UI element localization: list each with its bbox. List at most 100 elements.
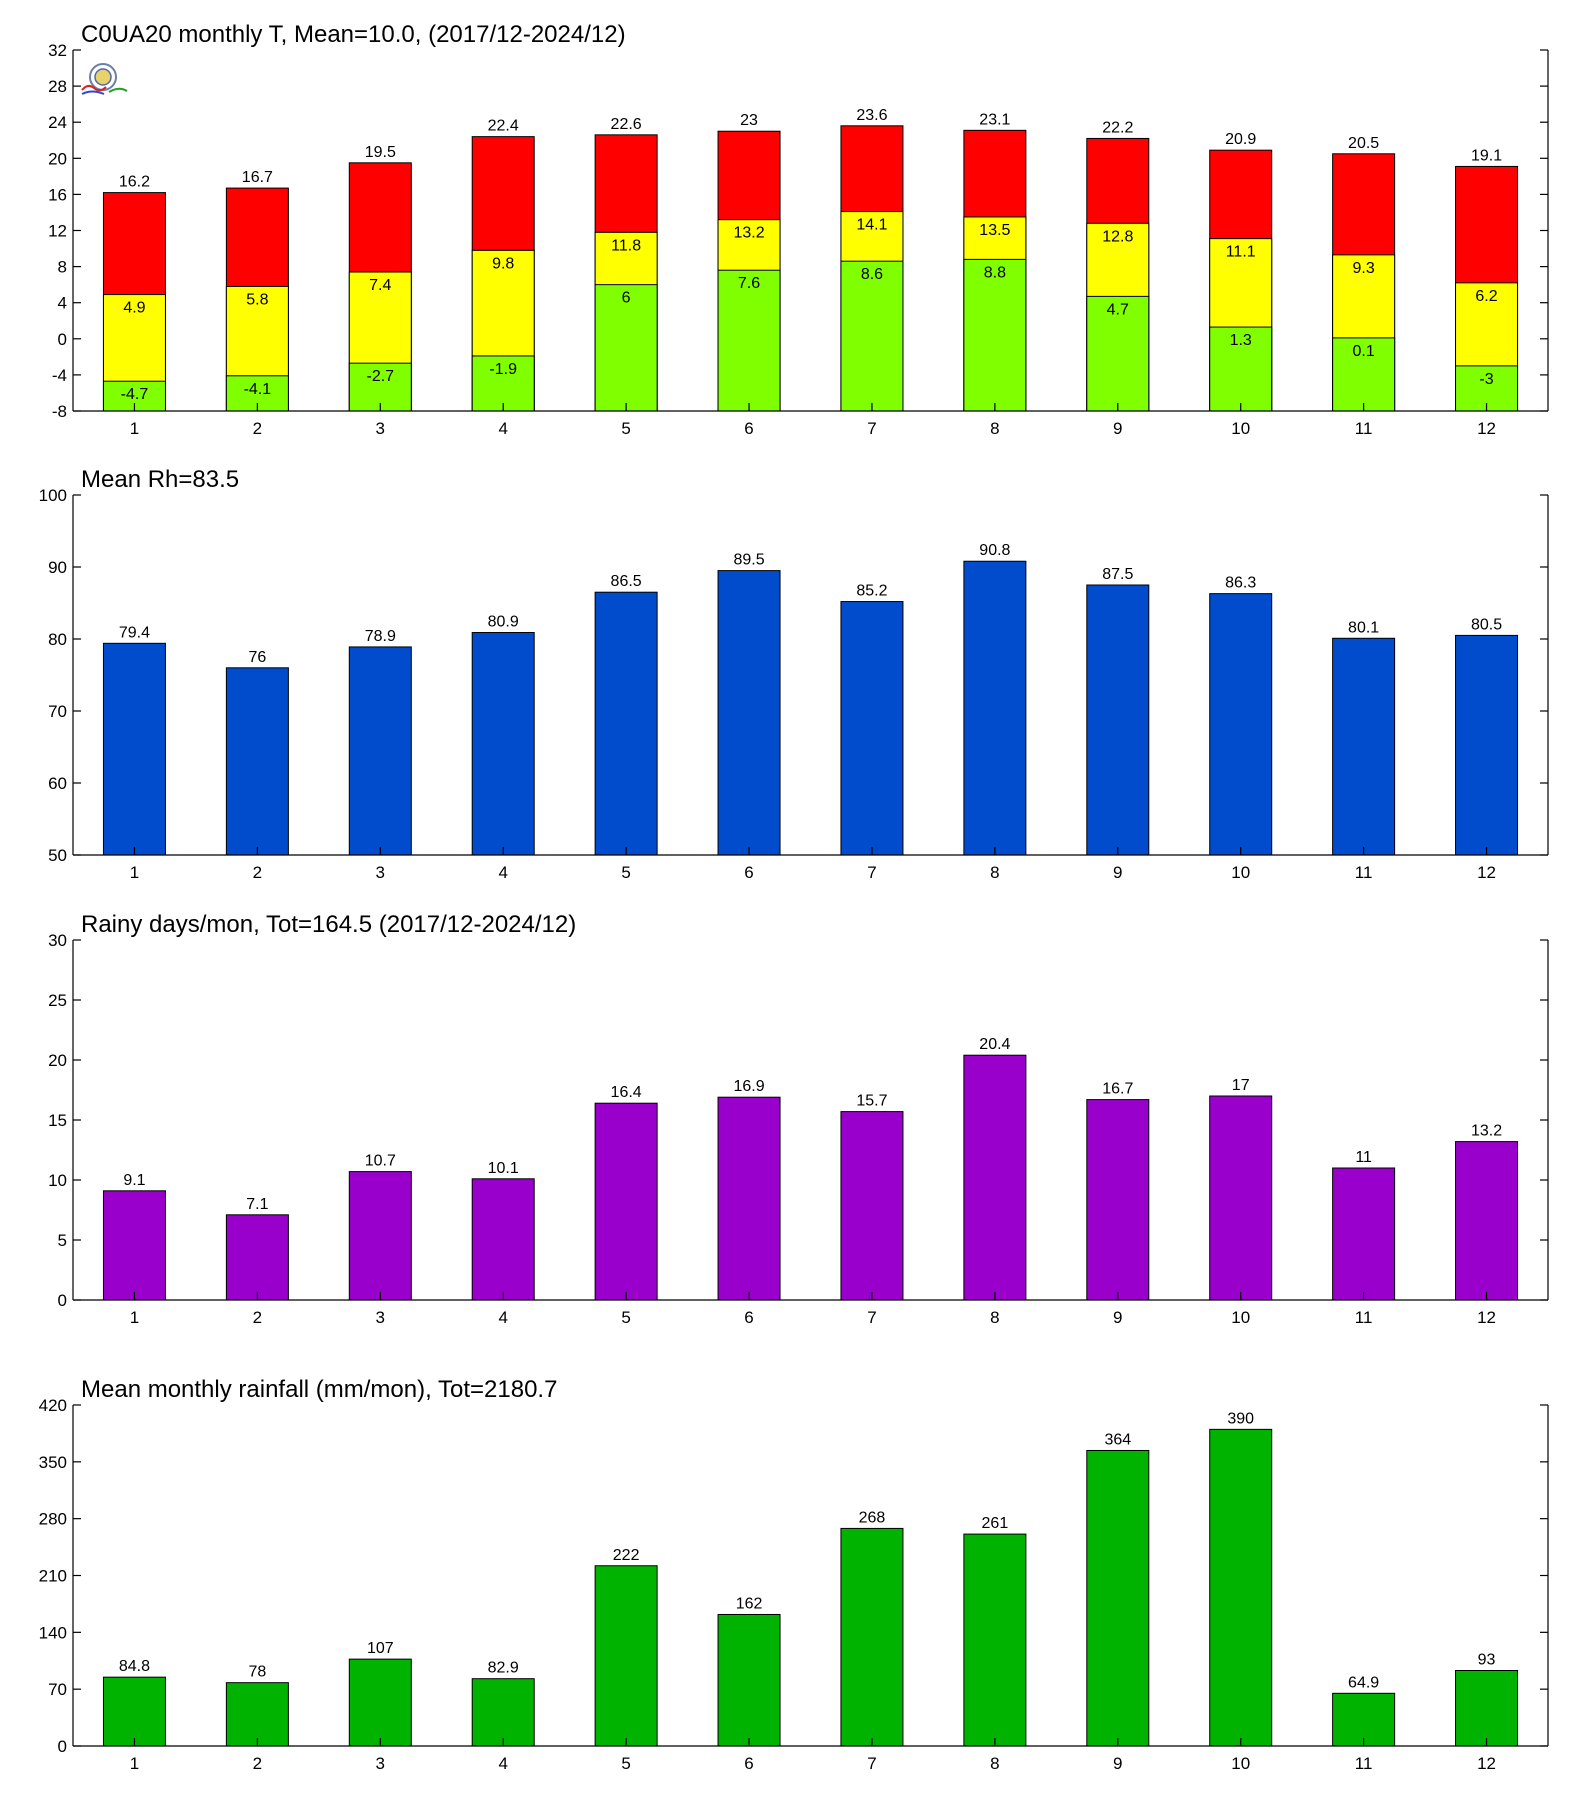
bar-p2-s1-m12 xyxy=(1455,634,1519,856)
data-label-p3-s1-m9: 16.7 xyxy=(1102,1081,1133,1098)
data-label-p1-s1-m9: 22.2 xyxy=(1102,119,1133,136)
xtick-label-p2-5: 6 xyxy=(744,863,753,882)
xtick-label-p2-0: 1 xyxy=(130,863,139,882)
xtick-label-p4-0: 1 xyxy=(130,1754,139,1773)
bar-p3-s1-m8 xyxy=(963,1054,1027,1301)
bar-p3-s1-m5 xyxy=(594,1102,658,1301)
data-label-p4-s1-m11: 64.9 xyxy=(1348,1674,1379,1691)
ytick-label-p2-3: 70 xyxy=(48,702,67,721)
ytick-label-p4-2: 280 xyxy=(39,1510,67,1529)
data-label-p1-s2-m11: 9.3 xyxy=(1353,260,1375,277)
bar-p2-s1-m5 xyxy=(594,591,658,856)
bar-p2-s1-m2 xyxy=(225,667,289,856)
ytick-label-p1-4: 16 xyxy=(48,185,67,204)
data-label-p1-s1-m3: 19.5 xyxy=(365,144,396,161)
data-label-p3-s1-m10: 17 xyxy=(1232,1077,1250,1094)
data-label-p4-s1-m8: 261 xyxy=(982,1515,1009,1532)
data-label-p2-s1-m4: 80.9 xyxy=(488,614,519,631)
panel-title-4: Mean monthly rainfall (mm/mon), Tot=2180… xyxy=(81,1376,557,1403)
bar-p3-s1-m3 xyxy=(348,1171,412,1301)
bar-p2-s1-m10 xyxy=(1209,593,1273,856)
data-label-p2-s1-m11: 80.1 xyxy=(1348,619,1379,636)
bar-p3-s1-m2 xyxy=(225,1214,289,1301)
xtick-label-p2-6: 7 xyxy=(867,863,876,882)
bar-p4-s1-m2 xyxy=(225,1682,289,1747)
data-label-p1-s1-m2: 16.7 xyxy=(242,169,273,186)
data-label-p2-s1-m10: 86.3 xyxy=(1225,575,1256,592)
data-label-p2-s1-m2: 76 xyxy=(248,649,266,666)
ytick-label-p1-0: 32 xyxy=(48,41,67,60)
bar-p4-s1-m12 xyxy=(1455,1669,1519,1747)
data-label-p3-s1-m4: 10.1 xyxy=(488,1160,519,1177)
ytick-label-p4-3: 210 xyxy=(39,1567,67,1586)
bar-p4-s1-m7 xyxy=(840,1527,904,1747)
data-label-p1-s3-m5: 6 xyxy=(622,290,631,307)
ytick-label-p1-6: 8 xyxy=(58,258,67,277)
xtick-label-p3-8: 9 xyxy=(1113,1308,1122,1327)
data-label-p1-s1-m11: 20.5 xyxy=(1348,135,1379,152)
xtick-label-p4-11: 12 xyxy=(1477,1754,1496,1773)
ytick-label-p3-4: 10 xyxy=(48,1171,67,1190)
xtick-label-p1-0: 1 xyxy=(130,419,139,438)
ytick-label-p3-1: 25 xyxy=(48,991,67,1010)
bar-p4-s1-m6 xyxy=(717,1613,781,1747)
xtick-label-p2-2: 3 xyxy=(376,863,385,882)
panel-title-1: C0UA20 monthly T, Mean=10.0, (2017/12-20… xyxy=(81,21,626,48)
xtick-label-p4-8: 9 xyxy=(1113,1754,1122,1773)
data-label-p3-s1-m6: 16.9 xyxy=(733,1078,764,1095)
xtick-label-p2-11: 12 xyxy=(1477,863,1496,882)
xtick-label-p3-9: 10 xyxy=(1231,1308,1250,1327)
bar-p1-s3-m9 xyxy=(1086,295,1150,412)
ytick-label-p2-5: 50 xyxy=(48,846,67,865)
data-label-p3-s1-m12: 13.2 xyxy=(1471,1123,1502,1140)
ytick-label-p3-0: 30 xyxy=(48,931,67,950)
xtick-label-p1-7: 8 xyxy=(990,419,999,438)
xtick-label-p1-3: 4 xyxy=(498,419,507,438)
data-label-p2-s1-m5: 86.5 xyxy=(611,573,642,590)
data-label-p1-s3-m3: -2.7 xyxy=(367,368,395,385)
bar-p2-s1-m7 xyxy=(840,601,904,856)
data-label-p4-s1-m12: 93 xyxy=(1478,1651,1496,1668)
data-label-p4-s1-m2: 78 xyxy=(248,1664,266,1681)
data-label-p4-s1-m1: 84.8 xyxy=(119,1658,150,1675)
data-label-p4-s1-m4: 82.9 xyxy=(488,1660,519,1677)
logo-seal-center xyxy=(94,68,112,86)
ytick-label-p3-6: 0 xyxy=(58,1291,67,1310)
xtick-label-p4-10: 11 xyxy=(1355,1754,1373,1773)
ytick-label-p3-2: 20 xyxy=(48,1051,67,1070)
xtick-label-p4-2: 3 xyxy=(376,1754,385,1773)
data-label-p1-s2-m5: 11.8 xyxy=(611,237,641,254)
bar-p2-s1-m6 xyxy=(717,570,781,856)
ytick-label-p1-3: 20 xyxy=(48,149,67,168)
data-label-p1-s1-m12: 19.1 xyxy=(1471,147,1502,164)
data-label-p2-s1-m8: 90.8 xyxy=(979,542,1010,559)
bar-p1-s3-m6 xyxy=(717,269,781,412)
xtick-label-p2-9: 10 xyxy=(1231,863,1250,882)
xtick-label-p3-7: 8 xyxy=(990,1308,999,1327)
data-label-p1-s1-m4: 22.4 xyxy=(488,118,519,135)
xtick-label-p1-1: 2 xyxy=(253,419,262,438)
data-label-p2-s1-m12: 80.5 xyxy=(1471,616,1502,633)
bar-p3-s1-m10 xyxy=(1209,1095,1273,1301)
ytick-label-p1-1: 28 xyxy=(48,77,67,96)
data-label-p1-s1-m10: 20.9 xyxy=(1225,131,1256,148)
bar-p3-s1-m12 xyxy=(1455,1141,1519,1301)
xtick-label-p2-10: 11 xyxy=(1355,863,1373,882)
bar-p4-s1-m9 xyxy=(1086,1449,1150,1747)
bar-p4-s1-m1 xyxy=(102,1676,166,1747)
xtick-label-p1-9: 10 xyxy=(1231,419,1250,438)
ytick-label-p4-0: 420 xyxy=(39,1396,67,1415)
bar-p2-s1-m8 xyxy=(963,560,1027,856)
logo-swoosh-red xyxy=(81,84,107,92)
ytick-label-p3-5: 5 xyxy=(58,1231,67,1250)
data-label-p3-s1-m7: 15.7 xyxy=(856,1093,887,1110)
xtick-label-p1-6: 7 xyxy=(867,419,876,438)
data-label-p1-s1-m7: 23.6 xyxy=(856,107,887,124)
data-label-p1-s3-m12: -3 xyxy=(1479,371,1493,388)
xtick-label-p3-3: 4 xyxy=(498,1308,507,1327)
data-label-p3-s1-m3: 10.7 xyxy=(365,1153,396,1170)
xtick-label-p3-1: 2 xyxy=(253,1308,262,1327)
bar-p1-s3-m7 xyxy=(840,260,904,412)
